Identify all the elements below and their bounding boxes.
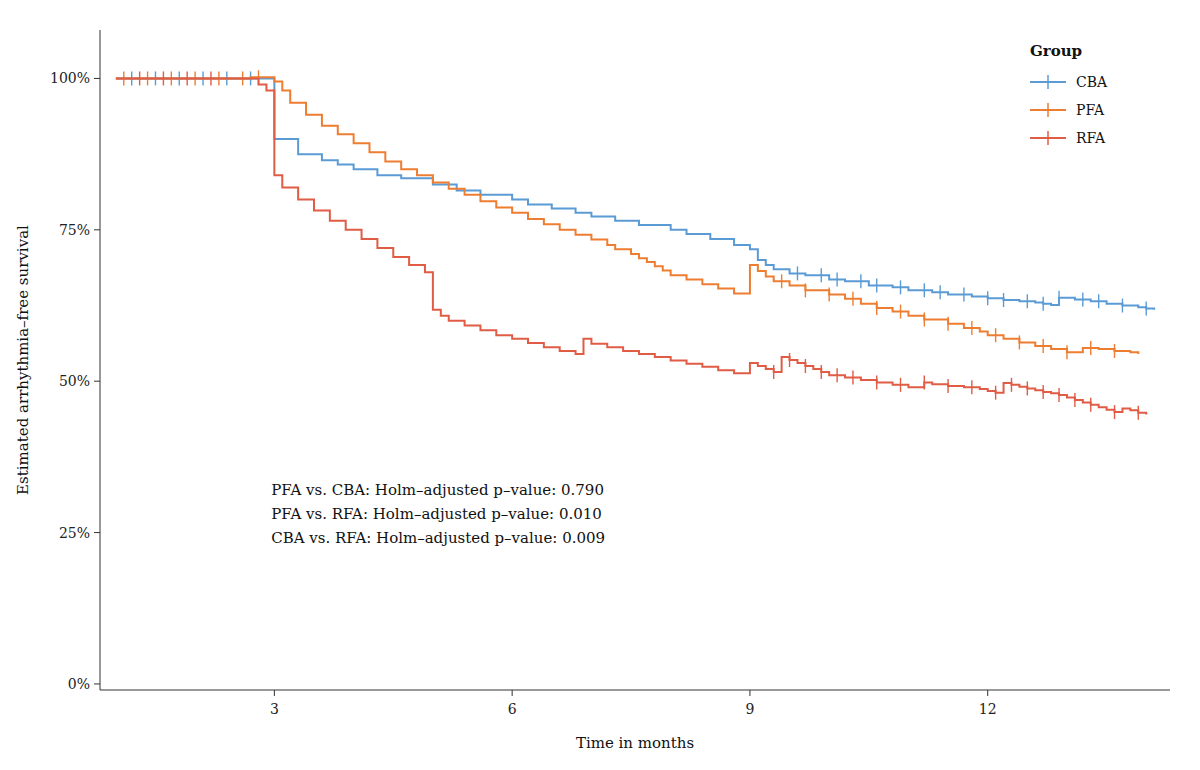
censor-mark [1058, 388, 1059, 402]
y-tick-label: 100% [50, 70, 90, 86]
x-tick [987, 690, 988, 696]
censor-mark [805, 359, 806, 373]
censor-mark [876, 279, 877, 293]
censor-mark [1082, 292, 1083, 306]
censor-mark [1027, 294, 1028, 308]
censor-mark [971, 380, 972, 394]
y-tick [94, 381, 100, 382]
x-tick-label: 9 [745, 701, 754, 717]
censor-mark [971, 321, 972, 335]
x-tick [749, 690, 750, 696]
y-axis-line [100, 30, 101, 690]
censor-mark [1138, 406, 1139, 420]
censor-mark [1042, 385, 1043, 399]
censor-mark [789, 353, 790, 367]
x-tick-label: 6 [508, 701, 517, 717]
censor-mark [797, 266, 798, 280]
censor-mark [1011, 378, 1012, 392]
censor-mark [900, 378, 901, 392]
censor-mark [1122, 299, 1123, 313]
censor-mark [1090, 341, 1091, 355]
x-tick-label: 12 [979, 701, 997, 717]
y-tick-label: 50% [59, 373, 90, 389]
censor-mark [1042, 339, 1043, 353]
legend-swatch-tick [1047, 103, 1049, 117]
censor-mark [163, 71, 164, 85]
censor-mark [900, 280, 901, 294]
chart: 3 6 9 12 0% 25% 50% 75% 100% Time in months Estima… [0, 0, 1200, 770]
x-tick [274, 690, 275, 696]
censor-mark [1019, 335, 1020, 349]
censor-mark [1058, 291, 1059, 305]
y-tick-label: 75% [59, 222, 90, 238]
censor-mark [781, 274, 782, 288]
x-tick [512, 690, 513, 696]
censor-mark [995, 386, 996, 400]
censor-mark [924, 312, 925, 326]
censor-mark [828, 288, 829, 302]
annotation: PFA vs. RFA: Holm–adjusted p–value: 0.01… [271, 505, 602, 523]
plot-area [116, 70, 1154, 419]
y-tick-label: 0% [68, 676, 90, 692]
censor-mark [836, 272, 837, 286]
legend-label: PFA [1076, 102, 1105, 118]
survival-curve [116, 78, 1146, 414]
legend-title: Group [1030, 42, 1082, 60]
censor-mark [924, 375, 925, 389]
censor-mark [947, 317, 948, 331]
legend-label: RFA [1076, 130, 1106, 146]
censor-mark [1027, 381, 1028, 395]
censor-mark [186, 71, 187, 85]
censor-mark [987, 291, 988, 305]
censor-mark [963, 288, 964, 302]
censor-mark [1090, 398, 1091, 412]
x-tick-label: 3 [270, 701, 279, 717]
y-tick-label: 25% [59, 525, 90, 541]
censor-mark [805, 283, 806, 297]
annotation: CBA vs. RFA: Holm–adjusted p–value: 0.00… [271, 529, 605, 547]
survival-curve [116, 78, 1154, 309]
censor-mark [836, 368, 837, 382]
censor-mark [947, 379, 948, 393]
censor-mark [1066, 345, 1067, 359]
censor-mark [852, 371, 853, 385]
censor-mark [900, 305, 901, 319]
y-tick [94, 532, 100, 533]
censor-mark [1114, 344, 1115, 358]
legend: Group CBA PFA RFA [1030, 42, 1108, 146]
annotation: PFA vs. CBA: Holm–adjusted p–value: 0.79… [271, 481, 604, 499]
censor-mark [1003, 293, 1004, 307]
censor-mark [139, 71, 140, 85]
censor-mark [1146, 302, 1147, 316]
y-tick [94, 683, 100, 684]
survival-curve [116, 77, 1138, 354]
censor-mark [876, 301, 877, 315]
censor-mark [852, 292, 853, 306]
censor-mark [1114, 405, 1115, 419]
y-axis-label: Estimated arrhythmia–free survival [14, 225, 32, 495]
censor-mark [995, 328, 996, 342]
y-tick [94, 78, 100, 79]
censor-mark [821, 365, 822, 379]
censor-mark [773, 365, 774, 379]
legend-swatch-tick [1047, 131, 1049, 145]
censor-mark [876, 375, 877, 389]
censor-mark [924, 283, 925, 297]
censor-mark [860, 274, 861, 288]
legend-label: CBA [1076, 74, 1108, 90]
x-axis-label: Time in months [576, 734, 694, 752]
censor-mark [939, 285, 940, 299]
censor-mark [1098, 294, 1099, 308]
censor-mark [210, 71, 211, 85]
y-tick [94, 229, 100, 230]
censor-mark [821, 268, 822, 282]
censor-mark [1074, 393, 1075, 407]
x-axis-line [100, 690, 1170, 691]
censor-mark [1042, 297, 1043, 311]
legend-swatch-tick [1047, 75, 1049, 89]
